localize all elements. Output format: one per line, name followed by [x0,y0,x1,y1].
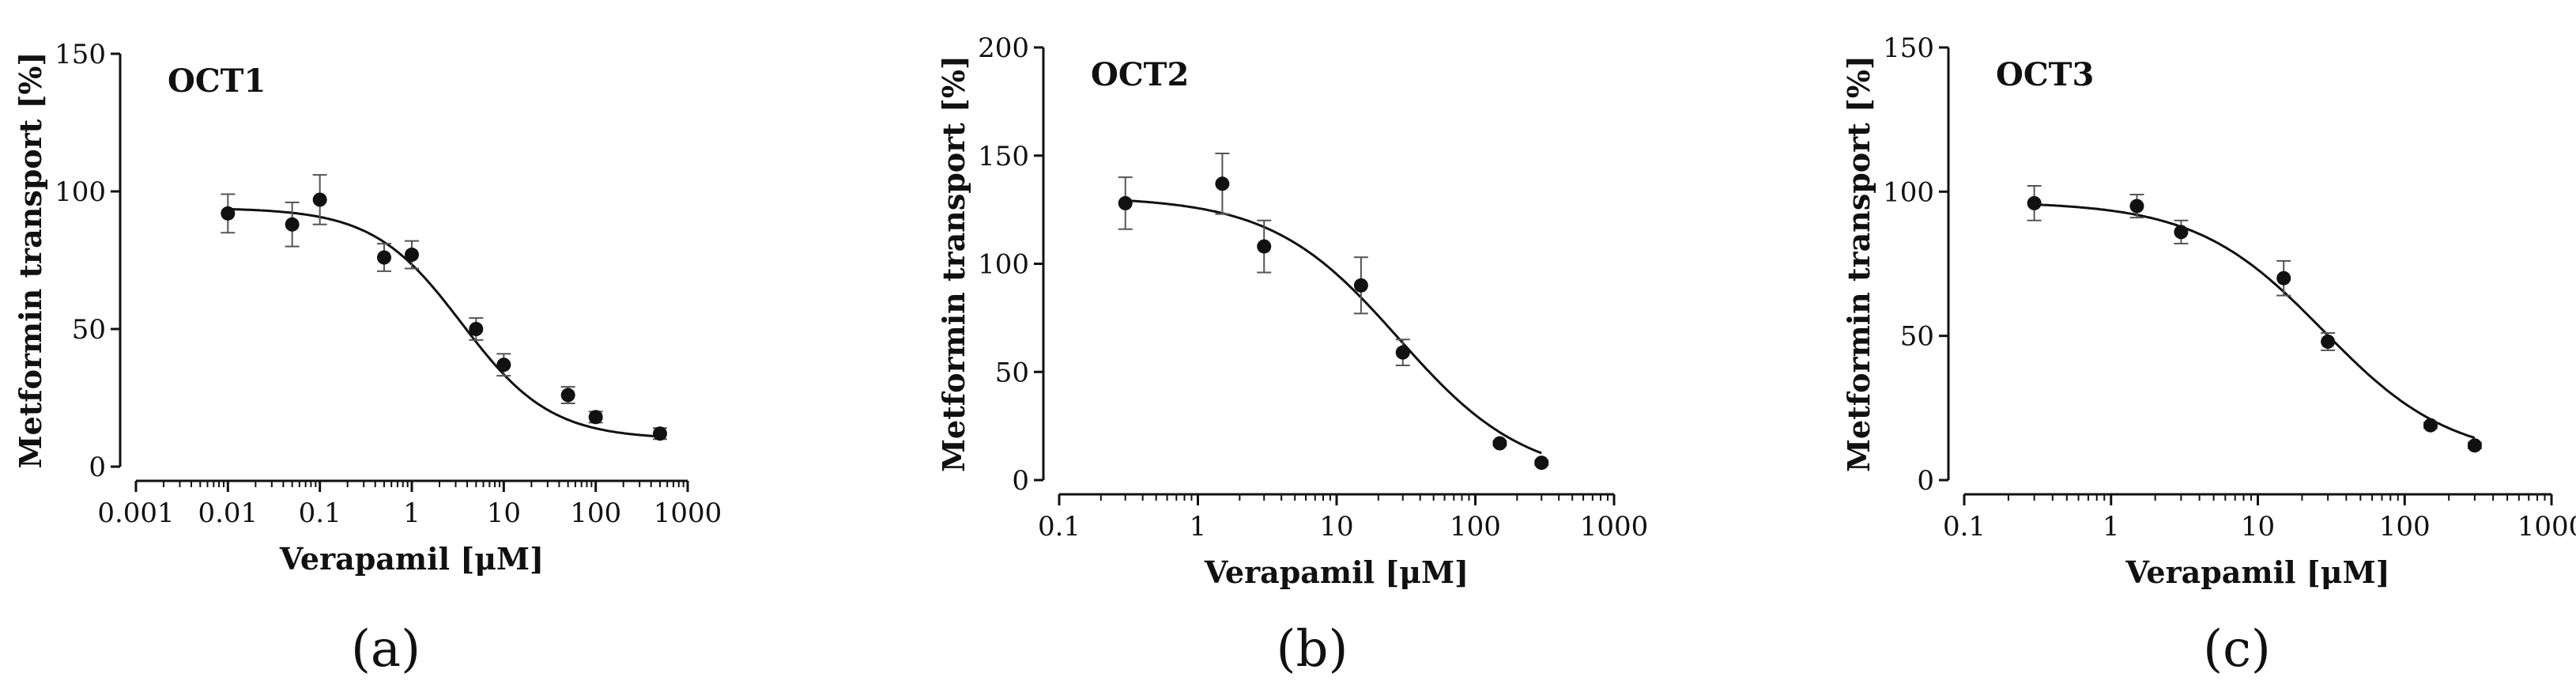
y-tick-label: 200 [978,32,1029,64]
x-tick-label: 1000 [654,497,722,529]
y-tick-label: 50 [995,357,1029,388]
data-point [496,357,511,373]
x-tick-label: 0.1 [299,497,341,529]
y-tick-label: 0 [1917,465,1934,497]
data-point [469,322,484,336]
y-tick-label: 150 [978,141,1029,172]
data-point [376,250,391,265]
data-point [2321,334,2336,349]
data-point [1534,456,1549,471]
x-tick-label: 1 [1190,511,1207,543]
y-axis-title: Metformin transport [%] [1841,55,1876,472]
x-tick-label: 0.1 [1943,511,1986,543]
panel-title: OCT3 [1996,56,2094,93]
y-tick-label: 100 [1883,176,1934,208]
panel-title: OCT2 [1091,56,1189,93]
x-tick-label: 100 [1450,511,1501,543]
x-tick-label: 0.01 [198,497,258,529]
data-point [1492,436,1507,451]
data-point [312,192,327,207]
data-point [1353,278,1368,293]
x-tick-label: 10 [2241,511,2275,543]
x-axis-title: Verapamil [μM] [1204,554,1469,590]
x-tick-label: 0.001 [97,497,174,529]
fit-curve [2034,203,2476,440]
data-point [560,388,575,403]
y-tick-label: 0 [1012,465,1029,497]
fit-curve [1125,199,1542,455]
data-point [2423,418,2438,433]
data-point [1118,195,1133,210]
y-tick-label: 100 [978,249,1029,281]
x-axis-title: Verapamil [μM] [279,541,544,577]
y-tick-label: 0 [89,452,106,483]
caption-b: (b) [1277,620,1348,679]
y-tick-label: 150 [1883,32,1934,64]
y-tick-label: 50 [1900,321,1934,353]
caption-a: (a) [351,620,421,679]
x-tick-label: 1000 [1580,511,1649,543]
x-tick-label: 1 [2103,511,2120,543]
x-tick-label: 100 [2379,511,2431,543]
data-point [588,410,603,425]
x-tick-label: 1 [403,497,421,529]
x-tick-label: 0.1 [1038,511,1081,543]
y-axis-title: Metformin transport [%] [936,55,971,472]
data-point [1257,239,1272,254]
x-tick-label: 100 [570,497,621,529]
y-axis-title: Metformin transport [%] [13,51,48,468]
x-tick-label: 10 [1319,511,1353,543]
data-point [285,217,300,232]
x-axis-title: Verapamil [μM] [2125,554,2389,590]
data-point [1215,176,1230,191]
y-tick-label: 150 [55,39,106,70]
panel-oct2: 0 50 100 150 200 0.1 1 10 100 1000 Verapamil [μM] M… [936,32,1648,590]
data-point [2174,225,2189,240]
data-point [652,426,667,441]
data-point [2027,195,2042,210]
fit-curve [228,207,661,438]
data-point [1395,345,1410,360]
y-tick-label: 100 [55,176,106,208]
panel-title: OCT1 [168,62,266,100]
caption-c: (c) [2203,620,2271,679]
data-point [221,206,236,221]
data-point [2276,270,2291,286]
x-tick-label: 10 [487,497,521,529]
y-tick-label: 50 [72,314,106,346]
panel-oct1: 0 50 100 150 0.001 0.01 0.1 1 10 100 1000 Verapamil… [13,39,722,577]
data-point [405,248,419,263]
data-point [2129,199,2144,214]
data-point [2467,438,2482,453]
panel-oct3: 0 50 100 150 0.1 1 10 100 1000 Verapamil [μM] Metf… [1841,32,2576,590]
x-tick-label: 1000 [2518,511,2576,543]
